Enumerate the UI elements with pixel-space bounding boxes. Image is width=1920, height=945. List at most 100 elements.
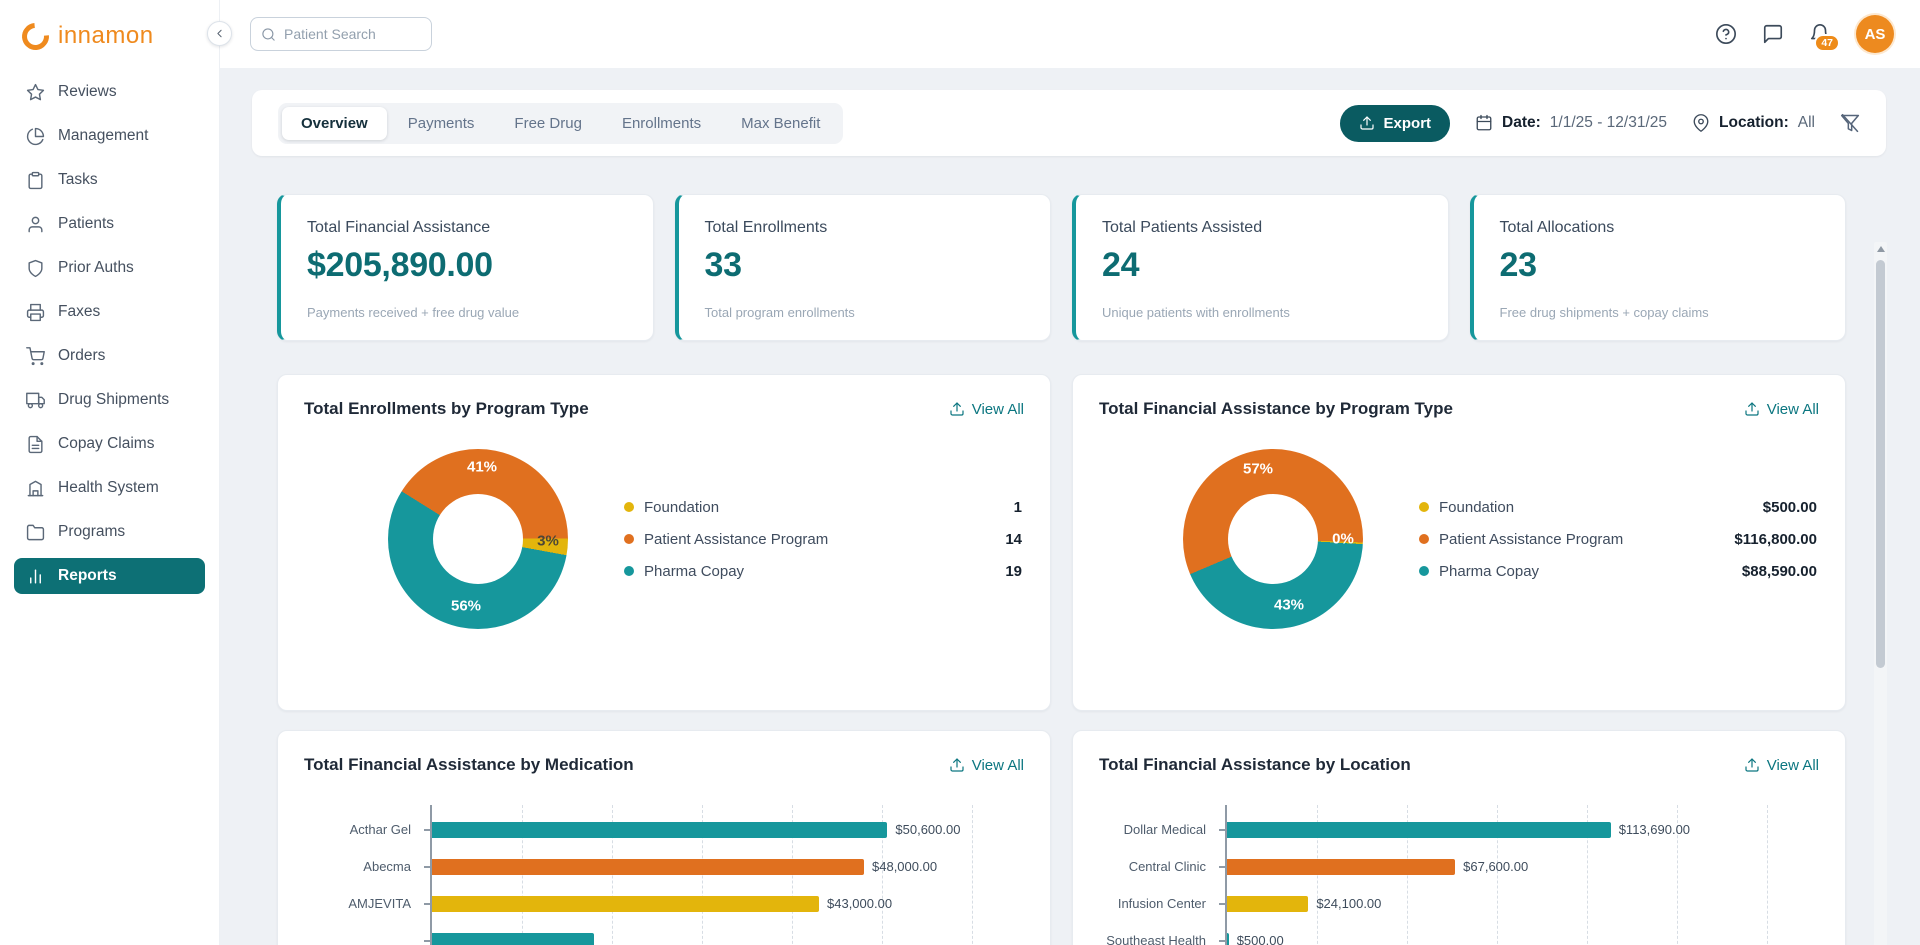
kpi-value: $205,890.00 [307, 246, 627, 285]
calendar-icon [1475, 114, 1493, 132]
bar-plot: Dollar Medical $113,690.00 Central Clini… [1099, 811, 1819, 945]
bar-category-label: AMJEVITA [304, 896, 423, 911]
bar [432, 822, 887, 838]
printer-icon [26, 303, 45, 322]
export-button-label: Export [1384, 115, 1432, 132]
kpi-total-patients-assisted: Total Patients Assisted 24 Unique patien… [1072, 194, 1449, 341]
location-filter[interactable]: Location: All [1692, 114, 1815, 132]
donut-percent-label: 41% [467, 459, 497, 476]
bar-category-label: Abecma [304, 859, 423, 874]
brand-logo-text: innamon [58, 22, 154, 50]
patient-search[interactable] [250, 17, 432, 51]
charts-grid: Total Enrollments by Program Type View A… [277, 374, 1846, 945]
kpi-title: Total Allocations [1500, 219, 1820, 237]
notifications-button[interactable]: 47 [1809, 23, 1831, 45]
report-toolbar: Overview Payments Free Drug Enrollments … [252, 90, 1886, 156]
bar-row [304, 922, 1024, 945]
chart-title: Total Enrollments by Program Type [304, 399, 589, 419]
main-area: 47 AS Overview Payments Free Drug Enroll… [220, 0, 1920, 945]
bar-category-label: Acthar Gel [304, 822, 423, 837]
view-all-button[interactable]: View All [1744, 401, 1819, 418]
legend-label: Foundation [644, 499, 719, 516]
bar-value-label: $43,000.00 [827, 896, 892, 911]
legend-dot [624, 502, 634, 512]
legend-label: Patient Assistance Program [1439, 531, 1623, 548]
bar-row: Dollar Medical $113,690.00 [1099, 811, 1819, 848]
sidebar-item-label: Copay Claims [58, 435, 154, 453]
help-button[interactable] [1715, 23, 1737, 45]
kpi-row: Total Financial Assistance $205,890.00 P… [277, 194, 1846, 341]
bar-value-label: $113,690.00 [1619, 822, 1690, 837]
view-all-label: View All [972, 401, 1024, 418]
bar [1227, 859, 1455, 875]
messages-button[interactable] [1762, 23, 1784, 45]
clear-filters-button[interactable] [1840, 113, 1860, 133]
avatar[interactable]: AS [1856, 15, 1894, 53]
kpi-value: 24 [1102, 246, 1422, 285]
topbar-actions: 47 AS [1715, 15, 1894, 53]
view-all-button[interactable]: View All [1744, 757, 1819, 774]
sidebar-item-copay-claims[interactable]: Copay Claims [14, 426, 205, 462]
chart-financial-assistance-by-location: Total Financial Assistance by Location V… [1072, 730, 1846, 945]
view-all-button[interactable]: View All [949, 757, 1024, 774]
map-pin-icon [1692, 114, 1710, 132]
sidebar-item-management[interactable]: Management [14, 118, 205, 154]
legend-item: Pharma Copay 19 [624, 563, 1022, 580]
tab-enrollments[interactable]: Enrollments [603, 107, 720, 140]
folder-icon [26, 523, 45, 542]
export-button[interactable]: Export [1340, 105, 1451, 142]
dashboard-scroll-area: Total Financial Assistance $205,890.00 P… [252, 174, 1886, 945]
donut-percent-label: 0% [1332, 531, 1354, 548]
chart-enrollments-by-program-type: Total Enrollments by Program Type View A… [277, 374, 1051, 711]
sidebar-item-programs[interactable]: Programs [14, 514, 205, 550]
sidebar-item-patients[interactable]: Patients [14, 206, 205, 242]
kpi-value: 23 [1500, 246, 1820, 285]
upload-icon [1359, 115, 1375, 131]
scrollbar-up-arrow[interactable] [1874, 242, 1887, 256]
legend-dot [1419, 502, 1429, 512]
tab-max-benefit[interactable]: Max Benefit [722, 107, 839, 140]
scrollbar[interactable] [1874, 242, 1887, 945]
kpi-subtitle: Unique patients with enrollments [1102, 305, 1422, 320]
sidebar-item-reports[interactable]: Reports [14, 558, 205, 594]
pie-chart-icon [26, 127, 45, 146]
tab-overview[interactable]: Overview [282, 107, 387, 140]
patient-search-input[interactable] [284, 26, 421, 42]
sidebar-item-tasks[interactable]: Tasks [14, 162, 205, 198]
sidebar-item-label: Reports [58, 567, 117, 585]
kpi-total-financial-assistance: Total Financial Assistance $205,890.00 P… [277, 194, 654, 341]
legend-value: 19 [1005, 563, 1022, 580]
chart-title: Total Financial Assistance by Location [1099, 755, 1411, 775]
help-circle-icon [1715, 23, 1737, 45]
donut-percent-label: 3% [537, 533, 559, 550]
scrollbar-thumb[interactable] [1876, 260, 1885, 668]
kpi-title: Total Patients Assisted [1102, 219, 1422, 237]
legend-value: 14 [1005, 531, 1022, 548]
donut-percent-label: 57% [1243, 461, 1273, 478]
user-icon [26, 215, 45, 234]
sidebar-item-faxes[interactable]: Faxes [14, 294, 205, 330]
sidebar-collapse-button[interactable] [207, 21, 232, 46]
view-all-button[interactable]: View All [949, 401, 1024, 418]
tab-free-drug[interactable]: Free Drug [495, 107, 601, 140]
legend-item: Foundation 1 [624, 499, 1022, 516]
app-window: innamon Reviews Management Tasks Patient… [0, 0, 1920, 945]
sidebar-item-reviews[interactable]: Reviews [14, 74, 205, 110]
bar-category-label: Infusion Center [1099, 896, 1218, 911]
sidebar-item-label: Drug Shipments [58, 391, 169, 409]
location-filter-value: All [1798, 114, 1815, 132]
legend-item: Pharma Copay $88,590.00 [1419, 563, 1817, 580]
bar-category-label: Central Clinic [1099, 859, 1218, 874]
date-filter[interactable]: Date: 1/1/25 - 12/31/25 [1475, 114, 1667, 132]
tab-payments[interactable]: Payments [389, 107, 494, 140]
brand-logo: innamon [0, 0, 219, 68]
sidebar-item-orders[interactable]: Orders [14, 338, 205, 374]
chart-financial-assistance-by-program-type: Total Financial Assistance by Program Ty… [1072, 374, 1846, 711]
shield-icon [26, 259, 45, 278]
sidebar-item-health-system[interactable]: Health System [14, 470, 205, 506]
sidebar-item-label: Management [58, 127, 148, 145]
sidebar-item-drug-shipments[interactable]: Drug Shipments [14, 382, 205, 418]
sidebar-item-prior-auths[interactable]: Prior Auths [14, 250, 205, 286]
view-all-label: View All [972, 757, 1024, 774]
donut-percent-label: 56% [451, 598, 481, 615]
